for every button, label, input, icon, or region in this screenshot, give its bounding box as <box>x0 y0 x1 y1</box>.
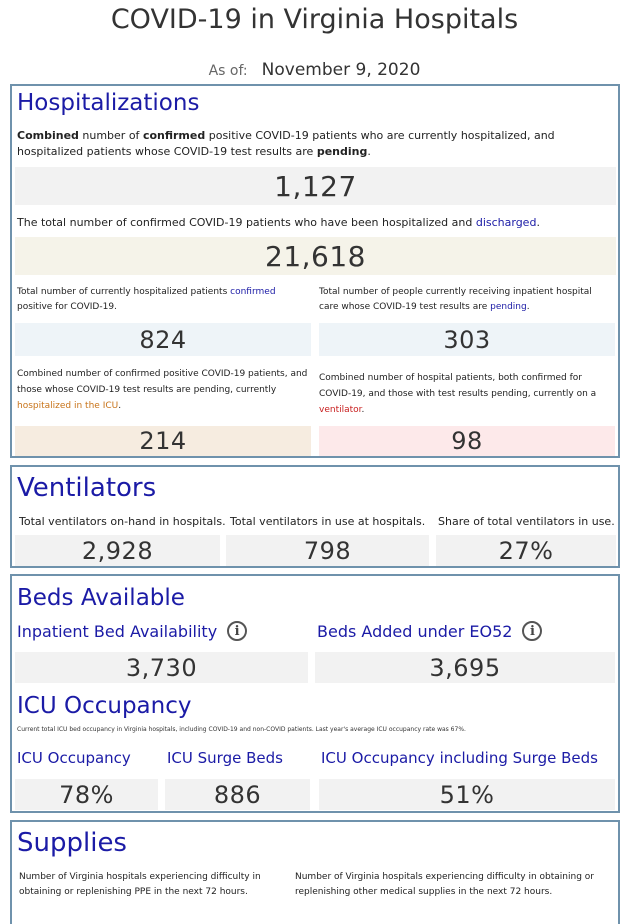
discharged-value: 21,618 <box>15 237 616 275</box>
ventilator-patients-value: 98 <box>319 426 615 456</box>
ventilators-onhand-label: Total ventilators on-hand in hospitals. <box>19 515 226 528</box>
confirmed-value: 824 <box>15 323 311 356</box>
icu-occupancy-heading: ICU Occupancy <box>17 693 192 719</box>
icu-occupancy-note: Current total ICU bed occupancy in Virgi… <box>17 726 466 733</box>
ventilators-onhand-value: 2,928 <box>15 535 220 566</box>
ventilators-inuse-value: 798 <box>226 535 429 566</box>
page-title: COVID-19 in Virginia Hospitals <box>110 4 519 35</box>
supplies-panel: Supplies Number of Virginia hospitals ex… <box>10 820 620 924</box>
other-supplies-description: Number of Virginia hospitals experiencin… <box>295 872 594 897</box>
ppe-description: Number of Virginia hospitals experiencin… <box>19 872 261 897</box>
pending-description: Total number of people currently receivi… <box>319 287 592 312</box>
hospitalizations-panel: Hospitalizations Combined number of conf… <box>10 84 620 458</box>
combined-value: 1,127 <box>15 167 616 205</box>
icu-occupancy-value: 78% <box>15 779 158 810</box>
combined-description: Combined number of confirmed positive CO… <box>17 129 555 158</box>
beds-added-value: 3,695 <box>315 652 615 683</box>
info-icon[interactable]: i <box>227 621 248 641</box>
ventilators-panel: Ventilators Total ventilators on-hand in… <box>10 465 620 568</box>
as-of-line: As of: November 9, 2020 <box>0 60 629 80</box>
as-of-label: As of: <box>208 63 248 79</box>
supplies-heading: Supplies <box>17 828 127 858</box>
icu-value: 214 <box>15 426 311 456</box>
ventilator-description: Combined number of hospital patients, bo… <box>319 373 597 415</box>
beds-added-label: Beds Added under EO52 <box>317 621 513 641</box>
pending-value: 303 <box>319 323 615 356</box>
info-icon[interactable]: i <box>522 621 543 641</box>
icu-description: Combined number of confirmed positive CO… <box>17 369 308 411</box>
ventilators-heading: Ventilators <box>17 473 157 503</box>
ventilators-share-value: 27% <box>436 535 616 566</box>
ventilators-inuse-label: Total ventilators in use at hospitals. <box>230 515 426 528</box>
icu-surge-value: 886 <box>165 779 310 810</box>
inpatient-bed-label: Inpatient Bed Availability <box>17 621 218 641</box>
inpatient-bed-value: 3,730 <box>15 652 308 683</box>
ventilators-share-label: Share of total ventilators in use. <box>438 515 615 528</box>
icu-occupancy-label: ICU Occupancy <box>17 749 131 767</box>
hospitalizations-heading: Hospitalizations <box>17 90 200 116</box>
inpatient-bed-header: Inpatient Bed Availability i <box>17 621 248 641</box>
icu-surge-label: ICU Surge Beds <box>167 749 283 767</box>
icu-incl-surge-value: 51% <box>319 779 615 810</box>
beds-added-header: Beds Added under EO52 i <box>317 621 543 641</box>
confirmed-description: Total number of currently hospitalized p… <box>17 287 276 312</box>
beds-heading: Beds Available <box>17 585 185 611</box>
discharged-description: The total number of confirmed COVID-19 p… <box>17 216 540 229</box>
as-of-date: November 9, 2020 <box>261 60 421 80</box>
icu-incl-surge-label: ICU Occupancy including Surge Beds <box>321 749 598 767</box>
beds-panel: Beds Available Inpatient Bed Availabilit… <box>10 574 620 813</box>
